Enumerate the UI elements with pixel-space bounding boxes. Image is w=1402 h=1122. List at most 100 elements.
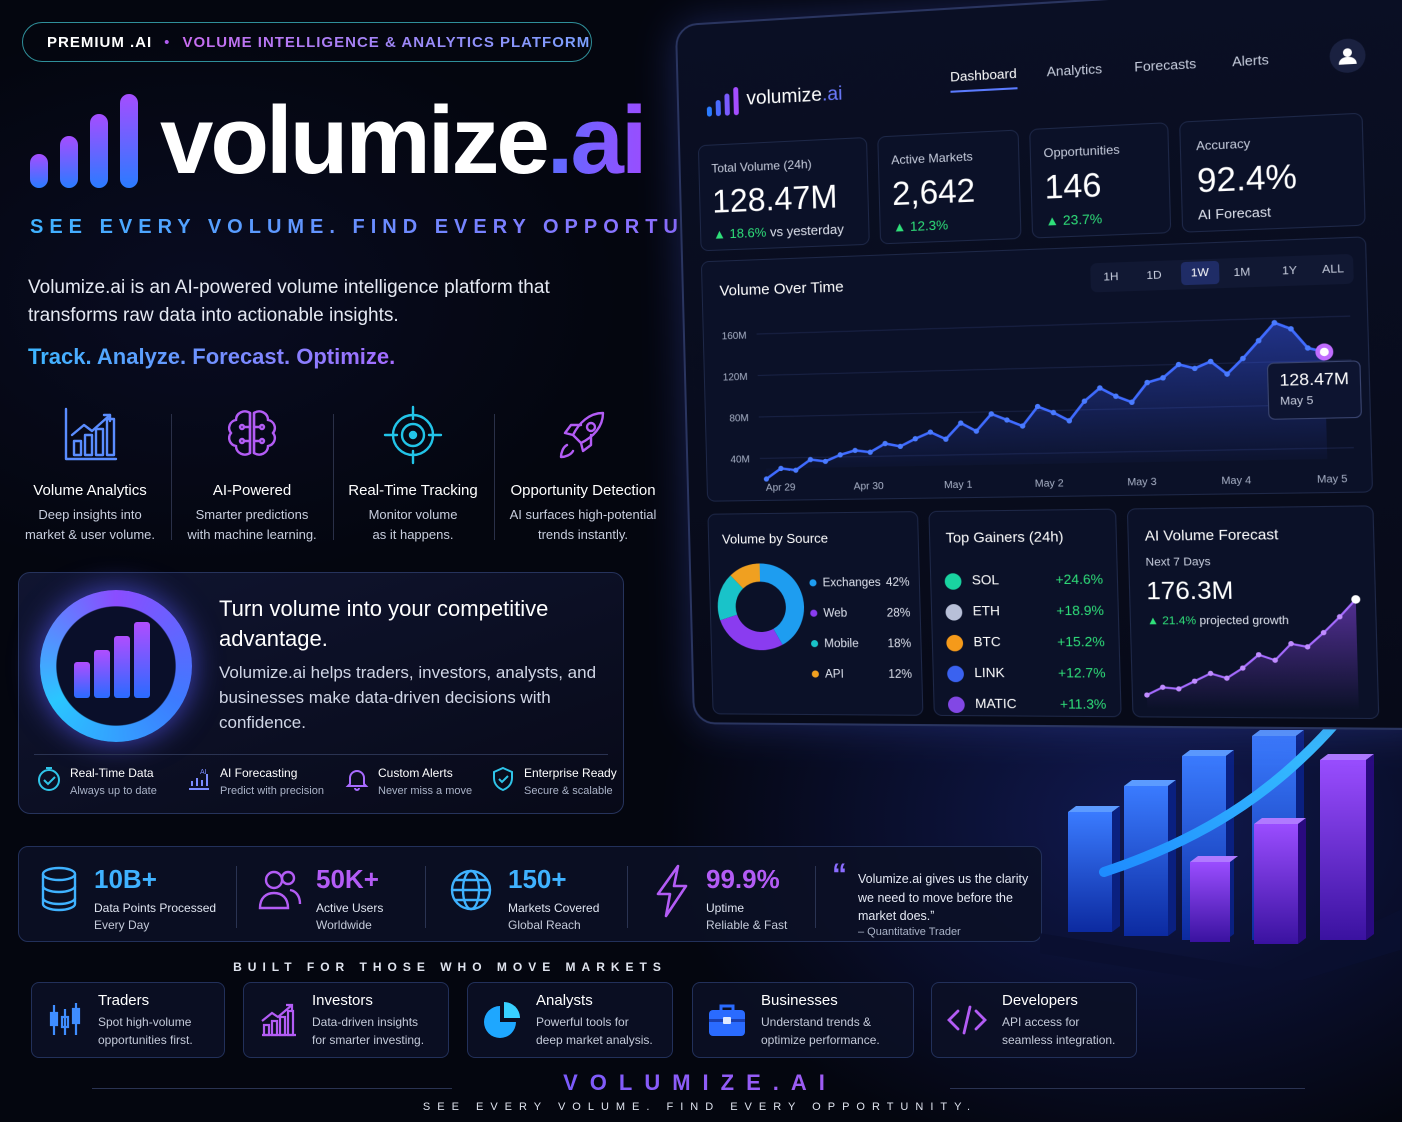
audience-title: Businesses <box>761 991 838 1009</box>
pie-chart-icon <box>484 1002 520 1038</box>
logo-suffix: .ai <box>546 87 648 194</box>
stat-label: Markets Covered <box>508 901 600 915</box>
gainer-row[interactable]: BTC +15.2% <box>946 634 1105 651</box>
divider <box>494 414 495 540</box>
advantage-item-title: Real-Time Data <box>70 766 154 780</box>
advantage-item-desc: Always up to date <box>70 785 157 797</box>
divider <box>333 414 334 540</box>
dashboard-mockup: volumize.ai Dashboard Analytics Forecast… <box>674 0 1402 731</box>
source-legend: Exchanges 42% Web 28% Mobile 18% API 12% <box>677 0 1402 681</box>
source-title: Volume by Source <box>721 530 829 547</box>
gainer-change: +11.3% <box>1059 696 1107 712</box>
audience-title: Developers <box>1002 991 1078 1009</box>
shield-check-icon <box>493 766 513 792</box>
gainers-title: Top Gainers (24h) <box>945 527 1064 546</box>
3d-bars-growth-icon <box>1040 654 1400 980</box>
legend-item: Exchanges 42% <box>809 577 916 590</box>
timeframe-1w[interactable]: 1W <box>1180 260 1220 286</box>
legend-label: API <box>824 668 845 681</box>
audience-desc-1: Data-driven insights <box>312 1014 419 1029</box>
donut-slice <box>729 617 778 641</box>
nav-forecasts[interactable]: Forecasts <box>1134 55 1197 75</box>
advantage-item: Custom Alerts Never miss a move <box>344 766 472 797</box>
audience-card-traders: Traders Spot high-volume opportunities fir… <box>31 982 225 1058</box>
grid-line <box>757 316 1351 334</box>
kpi-label: Total Volume (24h) <box>711 156 812 176</box>
timeframe-all[interactable]: ALL <box>1321 262 1345 277</box>
built-for-heading: BUILT FOR THOSE WHO MOVE MARKETS <box>233 960 667 974</box>
audience-desc-2: opportunities first. <box>98 1032 193 1047</box>
nav-alerts[interactable]: Alerts <box>1231 51 1269 70</box>
sol-icon <box>944 572 962 590</box>
timeframe-1y[interactable]: 1Y <box>1281 264 1298 278</box>
divider <box>950 1088 1305 1089</box>
legend-label: Mobile <box>824 638 859 651</box>
avatar[interactable] <box>1329 37 1366 74</box>
legend-label: Web <box>823 607 848 620</box>
advantage-item-title: AI Forecasting <box>220 766 298 780</box>
gainer-row[interactable]: SOL +24.6% <box>944 571 1104 590</box>
feature-title: Volume Analytics <box>33 482 147 499</box>
advantage-body: Volumize.ai helps traders, investors, an… <box>219 663 597 732</box>
matic-icon <box>947 696 965 713</box>
footer-brand: VOLUMIZE.AI <box>450 1070 950 1096</box>
gainer-row[interactable]: ETH +18.9% <box>945 603 1104 621</box>
kpi-value: 2,642 <box>891 171 976 213</box>
audience-card-developers: Developers API access for seamless integra… <box>931 982 1137 1058</box>
forecast-line-chart <box>1135 595 1372 711</box>
divider <box>627 866 628 928</box>
divider <box>171 414 172 540</box>
gainer-row[interactable]: LINK +12.7% <box>946 665 1106 683</box>
stat-label: Data Points Processed <box>94 901 217 915</box>
timeframe-1h[interactable]: 1H <box>1103 270 1119 284</box>
feature-desc-1: Smarter predictions <box>195 507 309 522</box>
audience-desc-1: Powerful tools for <box>536 1014 629 1029</box>
timeframe-1m[interactable]: 1M <box>1233 266 1251 280</box>
users-icon <box>258 870 302 910</box>
timeframe-1d[interactable]: 1D <box>1146 269 1162 283</box>
feature-real-time-tracking: Real-Time Tracking Monitor volume as it h… <box>333 400 493 545</box>
advantage-item-desc: Predict with precision <box>220 785 324 797</box>
feature-desc-2: with machine learning. <box>187 527 317 542</box>
kpi-value: 128.47M <box>711 178 838 220</box>
feature-desc-2: trends instantly. <box>537 527 629 542</box>
kpi-change: ▲ 18.6% <box>712 224 767 242</box>
stat-sublabel: Worldwide <box>316 918 372 932</box>
stat-item: 10B+ Data Points Processed Every Day <box>38 864 216 932</box>
feature-opportunity-detection: Opportunity Detection AI surfaces high-p… <box>503 400 663 545</box>
bar-chart-icon <box>64 407 118 461</box>
legend-item: Mobile 18% <box>810 638 918 651</box>
gainer-row[interactable]: MATIC +11.3% <box>947 695 1107 713</box>
source-donut-chart <box>715 561 808 652</box>
user-icon <box>1338 48 1357 65</box>
feature-desc-1: Deep insights into <box>38 507 142 522</box>
footer-tagline: SEE EVERY VOLUME. FIND EVERY OPPORTUNITY… <box>422 1101 978 1113</box>
gainer-change: +18.9% <box>1056 602 1105 619</box>
kpi-accuracy: Accuracy 92.4% AI Forecast <box>1179 112 1366 233</box>
divider <box>236 866 237 928</box>
stat-value: 10B+ <box>94 864 157 894</box>
legend-value: 12% <box>888 668 913 681</box>
feature-title: Opportunity Detection <box>510 482 656 499</box>
globe-icon <box>450 869 492 911</box>
check-clock-icon <box>38 767 60 791</box>
audience-title: Analysts <box>536 991 593 1009</box>
nav-dashboard[interactable]: Dashboard <box>949 65 1018 93</box>
kpi-opportunities: Opportunities 146 ▲ 23.7% <box>1029 122 1172 239</box>
x-tick-label: Apr 30 <box>854 481 885 493</box>
legend-value: 28% <box>886 607 911 620</box>
dashboard-brand: volumize.ai <box>746 83 843 110</box>
y-tick-label: 40M <box>730 454 750 465</box>
tagline: SEE EVERY VOLUME. FIND EVERY OPPORTUNITY… <box>30 216 763 238</box>
audience-desc-2: deep market analysis. <box>536 1032 653 1047</box>
advantage-item-desc: Secure & scalable <box>524 785 613 797</box>
rocket-icon <box>559 411 605 459</box>
audience-desc-1: API access for <box>1002 1014 1080 1029</box>
link-icon <box>946 665 965 682</box>
volume-line-chart: 40M 80M 120M 160M Apr 29 Apr 30 May 1 May 2 May … <box>722 290 1371 494</box>
advantage-item-title: Enterprise Ready <box>524 766 617 780</box>
nav-analytics[interactable]: Analytics <box>1046 60 1103 80</box>
feature-desc-1: Monitor volume <box>368 507 458 522</box>
donut-slice <box>726 582 738 618</box>
stats-bar <box>18 846 1042 942</box>
